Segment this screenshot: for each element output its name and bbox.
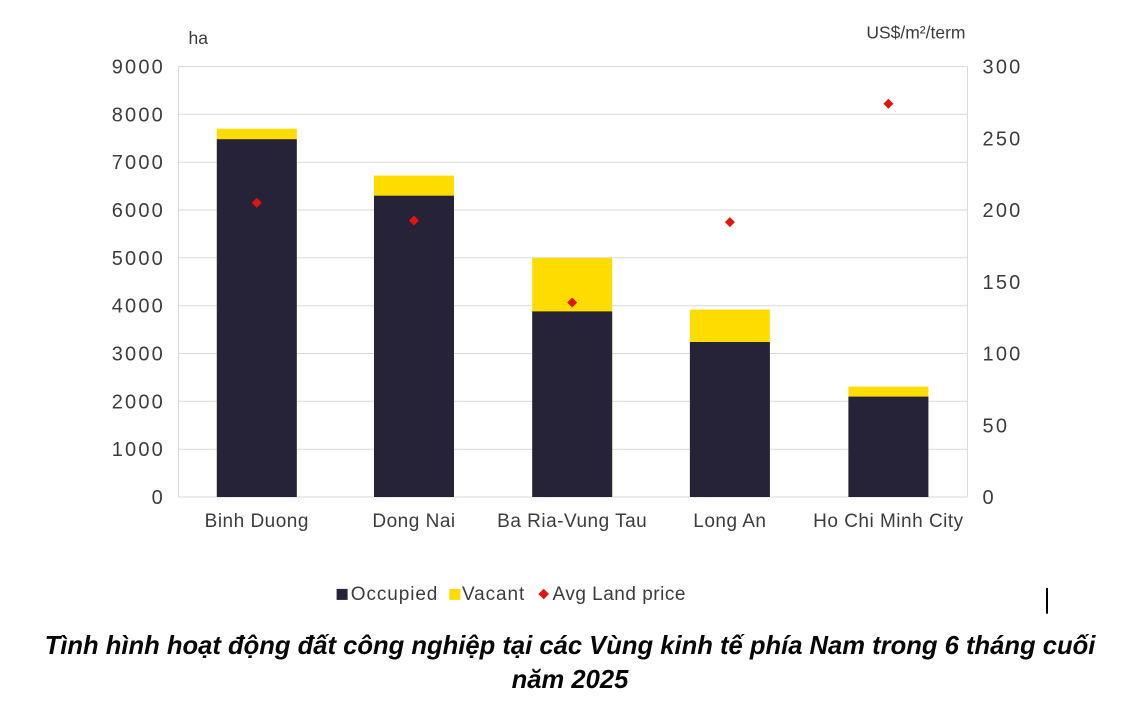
- svg-text:2000: 2000: [112, 391, 165, 413]
- svg-text:200: 200: [983, 200, 1023, 222]
- svg-text:Long An: Long An: [693, 511, 766, 532]
- svg-text:Ba Ria-Vung Tau: Ba Ria-Vung Tau: [497, 511, 647, 532]
- svg-text:50: 50: [983, 415, 1010, 437]
- svg-text:4000: 4000: [112, 296, 165, 318]
- svg-text:0: 0: [983, 487, 996, 509]
- svg-text:300: 300: [983, 57, 1023, 79]
- svg-text:5000: 5000: [112, 248, 165, 270]
- svg-text:0: 0: [152, 487, 165, 509]
- svg-text:3000: 3000: [112, 344, 165, 366]
- svg-text:Ho Chi Minh City: Ho Chi Minh City: [813, 511, 964, 532]
- svg-text:9000: 9000: [112, 57, 165, 79]
- svg-text:150: 150: [983, 272, 1023, 294]
- svg-text:Avg Land price: Avg Land price: [553, 584, 686, 605]
- svg-text:Occupied: Occupied: [351, 584, 438, 605]
- svg-text:Binh Duong: Binh Duong: [205, 511, 309, 532]
- svg-text:1000: 1000: [112, 439, 165, 461]
- svg-text:6000: 6000: [112, 200, 165, 222]
- svg-text:US$/m²/term: US$/m²/term: [866, 23, 965, 43]
- svg-text:Dong Nai: Dong Nai: [372, 511, 455, 532]
- svg-text:Vacant: Vacant: [462, 584, 525, 605]
- svg-text:8000: 8000: [112, 104, 165, 126]
- svg-text:ha: ha: [189, 28, 209, 48]
- svg-text:250: 250: [983, 128, 1023, 150]
- svg-text:7000: 7000: [112, 152, 165, 174]
- svg-text:100: 100: [983, 344, 1023, 366]
